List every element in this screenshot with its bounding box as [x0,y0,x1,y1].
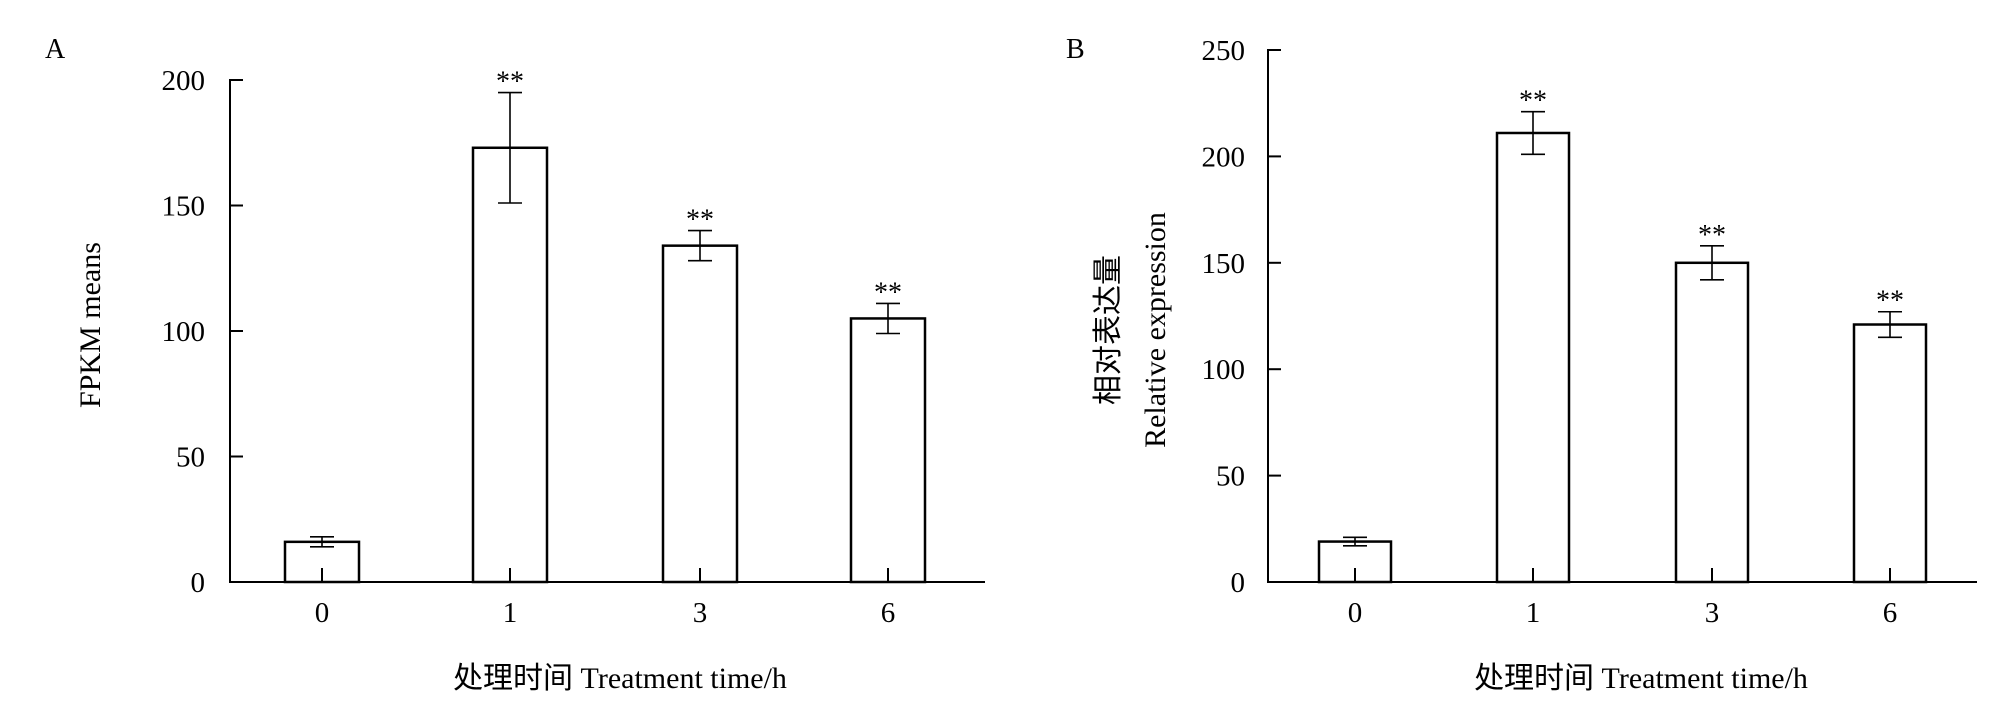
significance-label: ** [496,67,524,98]
y-tick-label: 200 [162,65,206,97]
y-tick-label: 50 [176,442,205,474]
bar [1852,323,1928,584]
bar [1495,131,1571,584]
significance-label: ** [874,277,902,308]
panel-a: A 0 50 100 150 200 0 ** 1 ** 3 ** 6 处理时间 Treatment ti… [45,34,985,695]
panel-letter: B [1066,34,1085,65]
y-tick-label: 150 [1202,248,1246,280]
bar [471,146,549,584]
y-axis-title: FPKM means [74,242,107,408]
y-tick-label: 50 [1216,461,1245,493]
x-tick-label: 3 [693,597,708,629]
y-axis-title: 相对表达量 [1092,255,1125,405]
x-tick-label: 1 [1526,597,1541,629]
x-tick-label: 3 [1705,597,1720,629]
x-axis-title: 处理时间 Treatment time/h [1474,662,1808,695]
panel-letter: A [45,34,66,65]
significance-label: ** [686,205,714,236]
y-tick-label: 100 [162,316,206,348]
x-tick-label: 0 [1348,597,1363,629]
y-tick-label: 100 [1202,354,1246,386]
panel-b: B 0 50 100 150 200 250 0 ** 1 ** 3 ** 6 处理时间 Treatment… [1066,34,1977,695]
y-tick-label: 150 [162,191,206,223]
bar [661,244,739,584]
x-tick-label: 1 [503,597,518,629]
y-tick-label: 0 [191,567,206,599]
significance-label: ** [1876,286,1904,317]
significance-label: ** [1698,220,1726,251]
significance-label: ** [1519,86,1547,117]
x-axis-title: 处理时间 Treatment time/h [453,662,787,695]
x-tick-label: 0 [315,597,330,629]
y-tick-label: 250 [1202,35,1246,67]
y-axis-title: Relative expression [1139,212,1172,448]
bar [849,317,927,584]
x-tick-label: 6 [1883,597,1898,629]
x-tick-label: 6 [881,597,896,629]
bar [1674,261,1750,584]
y-tick-label: 0 [1231,567,1246,599]
y-tick-label: 200 [1202,141,1246,173]
